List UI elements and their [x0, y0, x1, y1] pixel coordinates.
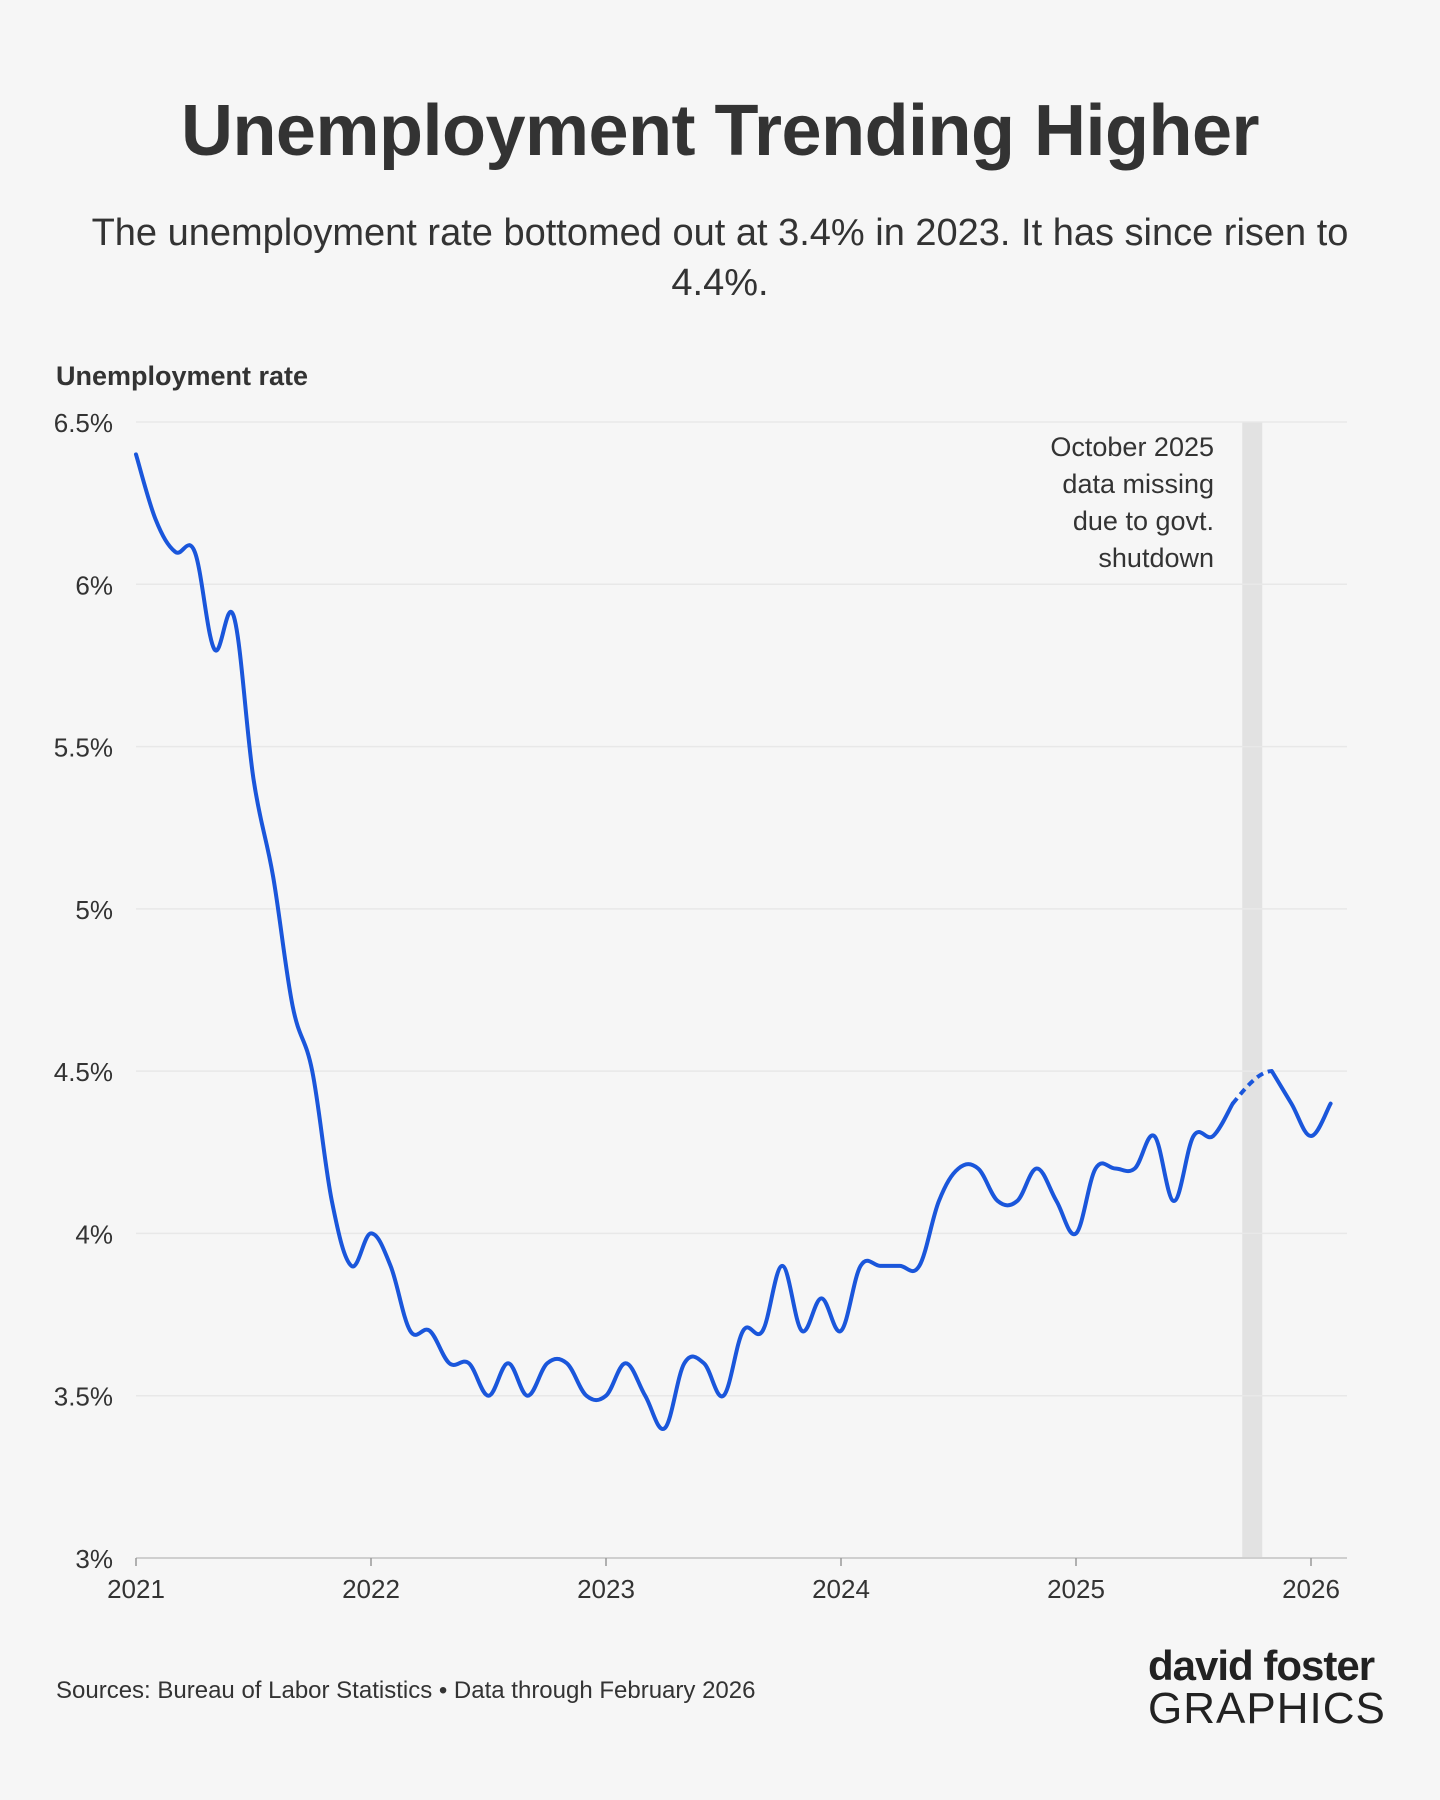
x-tick-label: 2021	[107, 1574, 165, 1604]
chart-title: Unemployment Trending Higher	[180, 91, 1260, 171]
source-note: Sources: Bureau of Labor Statistics • Da…	[56, 1677, 756, 1704]
shutdown-annotation-line: data missing	[1062, 469, 1214, 499]
logo-text-top: david foster	[1148, 1642, 1375, 1689]
logo: david foster GRAPHICS	[1148, 1645, 1388, 1731]
unemployment-line	[134, 452, 1235, 1431]
shutdown-annotation-line: shutdown	[1098, 543, 1214, 573]
y-tick-label: 4%	[75, 1219, 113, 1249]
x-tick-label: 2024	[812, 1574, 870, 1604]
y-tick-label: 5%	[75, 895, 113, 925]
x-tick-label: 2022	[342, 1574, 400, 1604]
logo-text-bottom: GRAPHICS	[1148, 1684, 1386, 1733]
x-tick-label: 2023	[577, 1574, 635, 1604]
chart-subtitle: The unemployment rate bottomed out at 3.…	[91, 212, 1349, 304]
y-axis-label: Unemployment rate	[56, 361, 308, 391]
shutdown-annotation-line: October 2025	[1050, 432, 1214, 462]
y-tick-label: 6%	[75, 570, 113, 600]
y-tick-label: 3.5%	[54, 1382, 113, 1412]
missing-data-segment	[1231, 1069, 1273, 1105]
shutdown-band	[1242, 422, 1263, 1558]
y-tick-label: 4.5%	[54, 1057, 113, 1087]
y-tick-label: 5.5%	[54, 733, 113, 763]
y-tick-label: 6.5%	[54, 408, 113, 438]
shutdown-annotation-line: due to govt.	[1073, 506, 1214, 536]
x-tick-label: 2025	[1047, 1574, 1105, 1604]
x-tick-label: 2026	[1282, 1574, 1340, 1604]
unemployment-line-recent	[1269, 1069, 1333, 1139]
y-tick-label: 3%	[75, 1544, 113, 1574]
